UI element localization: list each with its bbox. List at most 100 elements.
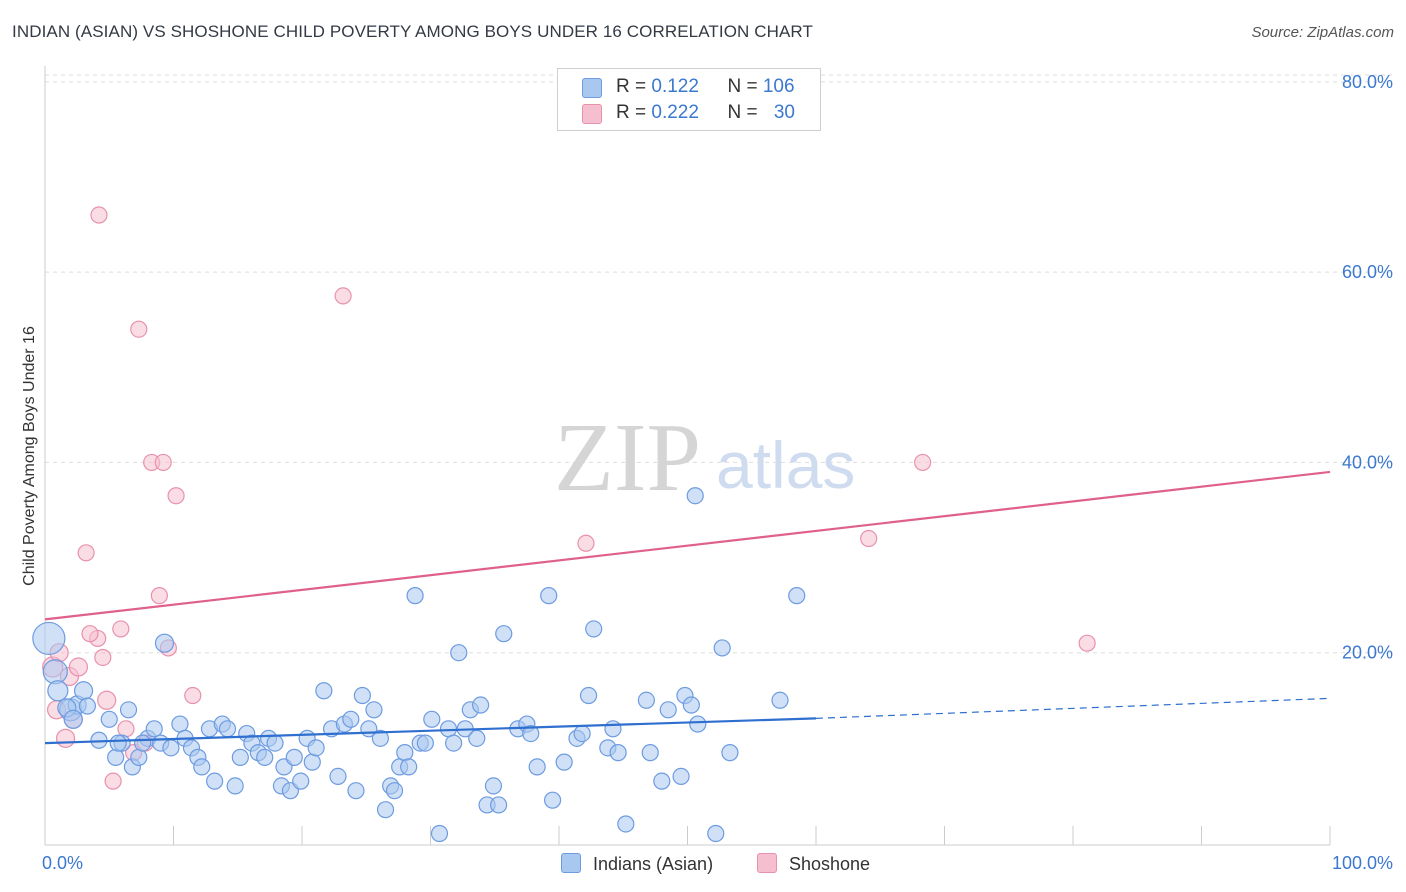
data-point <box>112 620 130 638</box>
data-point <box>439 720 458 738</box>
data-point <box>42 659 68 685</box>
axes <box>44 66 1331 846</box>
data-point <box>154 453 172 472</box>
data-point <box>682 696 700 714</box>
shoshone-trend-line <box>44 470 1331 621</box>
data-point <box>376 801 395 819</box>
data-point <box>445 734 463 752</box>
data-point <box>609 744 627 762</box>
data-point <box>406 587 424 605</box>
legend-r-label: R = <box>616 102 652 123</box>
watermark-atlas: atlas <box>716 428 855 502</box>
data-point <box>713 639 731 657</box>
data-point <box>721 744 739 762</box>
legend-n-label: N = <box>727 76 763 97</box>
data-point <box>117 720 135 738</box>
data-point <box>423 710 441 728</box>
trend-lines <box>44 470 1331 745</box>
indians-trend-line <box>44 717 817 745</box>
bottom-legend-shoshone: Shoshone <box>757 853 870 875</box>
data-point <box>672 767 690 785</box>
data-point <box>315 682 333 700</box>
data-point <box>430 824 449 843</box>
data-point <box>303 753 321 771</box>
data-point <box>342 710 360 728</box>
bottom-legend-swatch-blue <box>561 853 581 873</box>
chart-title: INDIAN (ASIAN) VS SHOSHONE CHILD POVERTY… <box>12 22 813 41</box>
data-point <box>109 734 127 752</box>
data-point <box>396 744 414 762</box>
data-point <box>162 739 180 757</box>
data-point <box>206 772 224 790</box>
data-point <box>68 657 89 677</box>
data-point <box>218 720 237 738</box>
legend-r-value: 0.222 <box>651 102 699 123</box>
data-point <box>484 777 503 795</box>
data-point <box>256 748 274 766</box>
data-point <box>150 587 168 605</box>
data-point <box>134 734 152 752</box>
data-point <box>171 715 189 733</box>
data-point <box>285 748 303 766</box>
data-point <box>365 701 383 719</box>
data-point <box>707 824 725 843</box>
data-point <box>490 796 508 814</box>
data-point <box>73 681 94 701</box>
data-point <box>468 729 486 747</box>
data-point <box>1078 634 1096 652</box>
data-point <box>334 287 352 305</box>
data-point <box>788 587 806 605</box>
data-point <box>771 691 789 709</box>
data-point <box>292 772 310 790</box>
x-tick-label: 0.0% <box>42 853 83 873</box>
data-point <box>47 680 69 702</box>
data-point <box>472 696 490 714</box>
data-point <box>90 206 108 224</box>
y-axis-label: Child Poverty Among Boys Under 16 <box>21 326 38 586</box>
legend-n-value: 106 <box>762 76 795 97</box>
source-label: Source: ZipAtlas.com <box>1251 24 1394 41</box>
data-point <box>63 709 83 729</box>
data-point <box>555 753 573 771</box>
data-point <box>617 815 635 833</box>
data-point <box>100 710 118 728</box>
bottom-legend-label-indians: Indians (Asian) <box>593 854 714 874</box>
data-point <box>641 744 659 762</box>
data-point <box>193 758 211 776</box>
data-point <box>78 697 97 715</box>
data-point <box>914 453 932 472</box>
y-tick-label: 40.0% <box>1342 452 1393 472</box>
data-point <box>266 734 284 752</box>
data-point <box>577 534 595 552</box>
data-point <box>119 701 138 719</box>
data-point <box>689 715 707 733</box>
data-point <box>585 620 603 638</box>
data-point <box>637 691 655 709</box>
bottom-legend-indians: Indians (Asian) <box>561 853 713 875</box>
data-point <box>32 621 66 656</box>
data-point <box>528 758 546 776</box>
data-point <box>347 782 365 800</box>
indians-points <box>32 487 806 843</box>
data-point <box>686 487 704 505</box>
data-point <box>579 686 598 705</box>
indians-trend-extension <box>815 697 1331 719</box>
data-point <box>543 791 562 809</box>
data-point <box>573 724 591 743</box>
data-point <box>416 734 434 752</box>
legend-swatch-pink <box>582 104 602 124</box>
data-point <box>400 758 418 776</box>
x-tick-label: 100.0% <box>1332 853 1393 873</box>
data-point <box>604 720 622 738</box>
legend-swatch-blue <box>582 78 602 98</box>
data-point <box>154 633 175 653</box>
data-point <box>659 701 677 719</box>
legend-n-value: 30 <box>773 102 795 123</box>
data-point <box>77 544 95 562</box>
data-point <box>167 487 185 505</box>
data-point <box>231 748 249 766</box>
data-point <box>329 767 347 785</box>
data-point <box>307 739 325 757</box>
bottom-legend-swatch-pink <box>757 853 777 873</box>
